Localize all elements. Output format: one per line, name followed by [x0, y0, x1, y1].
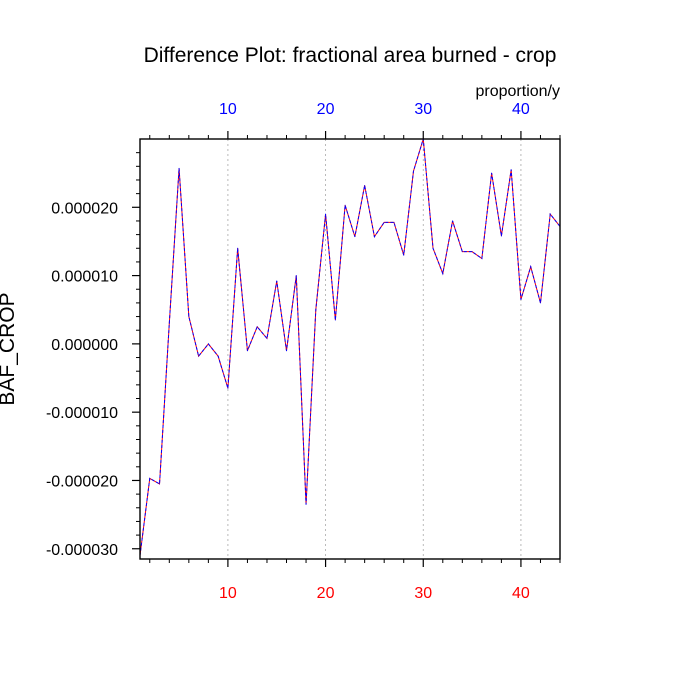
- data-point: [315, 309, 317, 311]
- data-point: [334, 319, 336, 321]
- data-point: [198, 355, 200, 357]
- data-point: [188, 316, 190, 318]
- units-label: proportion/y: [476, 83, 561, 100]
- data-point: [373, 236, 375, 238]
- data-point: [442, 273, 444, 275]
- data-point: [491, 172, 493, 174]
- plot-frame: [139, 138, 561, 560]
- data-point: [412, 170, 414, 172]
- x-tick-label-bottom: 20: [317, 585, 335, 602]
- data-point: [149, 477, 151, 479]
- data-point: [276, 280, 278, 282]
- data-point: [549, 213, 551, 215]
- y-tick-label: -0.000010: [46, 405, 118, 422]
- major-ticks: [132, 131, 522, 567]
- data-point: [168, 322, 170, 324]
- data-point: [539, 302, 541, 304]
- data-point: [510, 169, 512, 171]
- grid-layer: [227, 139, 522, 559]
- data-point: [286, 350, 288, 352]
- data-point: [305, 503, 307, 505]
- x-tick-label-top: 20: [317, 101, 335, 118]
- data-point: [403, 254, 405, 256]
- data-point: [256, 326, 258, 328]
- tick-labels: 10 10 20 20 30 30 40 40 -0.000030 -0.000020 -0.000…: [46, 101, 530, 602]
- data-point: [207, 343, 209, 345]
- x-tick-label-bottom: 30: [414, 585, 432, 602]
- x-tick-label-top: 10: [219, 101, 237, 118]
- data-point: [237, 247, 239, 249]
- y-tick-label: 0.000010: [51, 269, 118, 286]
- data-point: [471, 251, 473, 253]
- data-point: [393, 221, 395, 223]
- data-point: [295, 275, 297, 277]
- data-point: [266, 337, 268, 339]
- data-point: [520, 298, 522, 300]
- data-point: [325, 213, 327, 215]
- data-point: [383, 221, 385, 223]
- data-point: [159, 483, 161, 485]
- data-point: [432, 247, 434, 249]
- x-tick-label-top: 40: [512, 101, 530, 118]
- series-line-red: [139, 138, 561, 556]
- data-point: [461, 251, 463, 253]
- data-point: [500, 235, 502, 237]
- y-tick-label: -0.000020: [46, 473, 118, 490]
- data-point: [246, 350, 248, 352]
- x-tick-label-bottom: 40: [512, 585, 530, 602]
- data-point: [344, 204, 346, 206]
- x-tick-label-bottom: 10: [219, 585, 237, 602]
- chart-title: Difference Plot: fractional area burned …: [144, 44, 557, 67]
- data-point: [364, 184, 366, 186]
- y-axis-label: BAF_CROP: [0, 292, 19, 405]
- data-point: [178, 167, 180, 169]
- y-tick-label: -0.000030: [46, 542, 118, 559]
- series-line-blue: [139, 138, 561, 556]
- data-point: [354, 236, 356, 238]
- data-point: [530, 266, 532, 268]
- y-tick-label: 0.000000: [51, 337, 118, 354]
- series-layer: [139, 138, 561, 557]
- data-point: [217, 355, 219, 357]
- data-point: [481, 258, 483, 260]
- data-point: [227, 387, 229, 389]
- data-point: [452, 220, 454, 222]
- x-tick-label-top: 30: [414, 101, 432, 118]
- y-tick-label: 0.000020: [51, 200, 118, 217]
- minor-ticks: [136, 135, 561, 563]
